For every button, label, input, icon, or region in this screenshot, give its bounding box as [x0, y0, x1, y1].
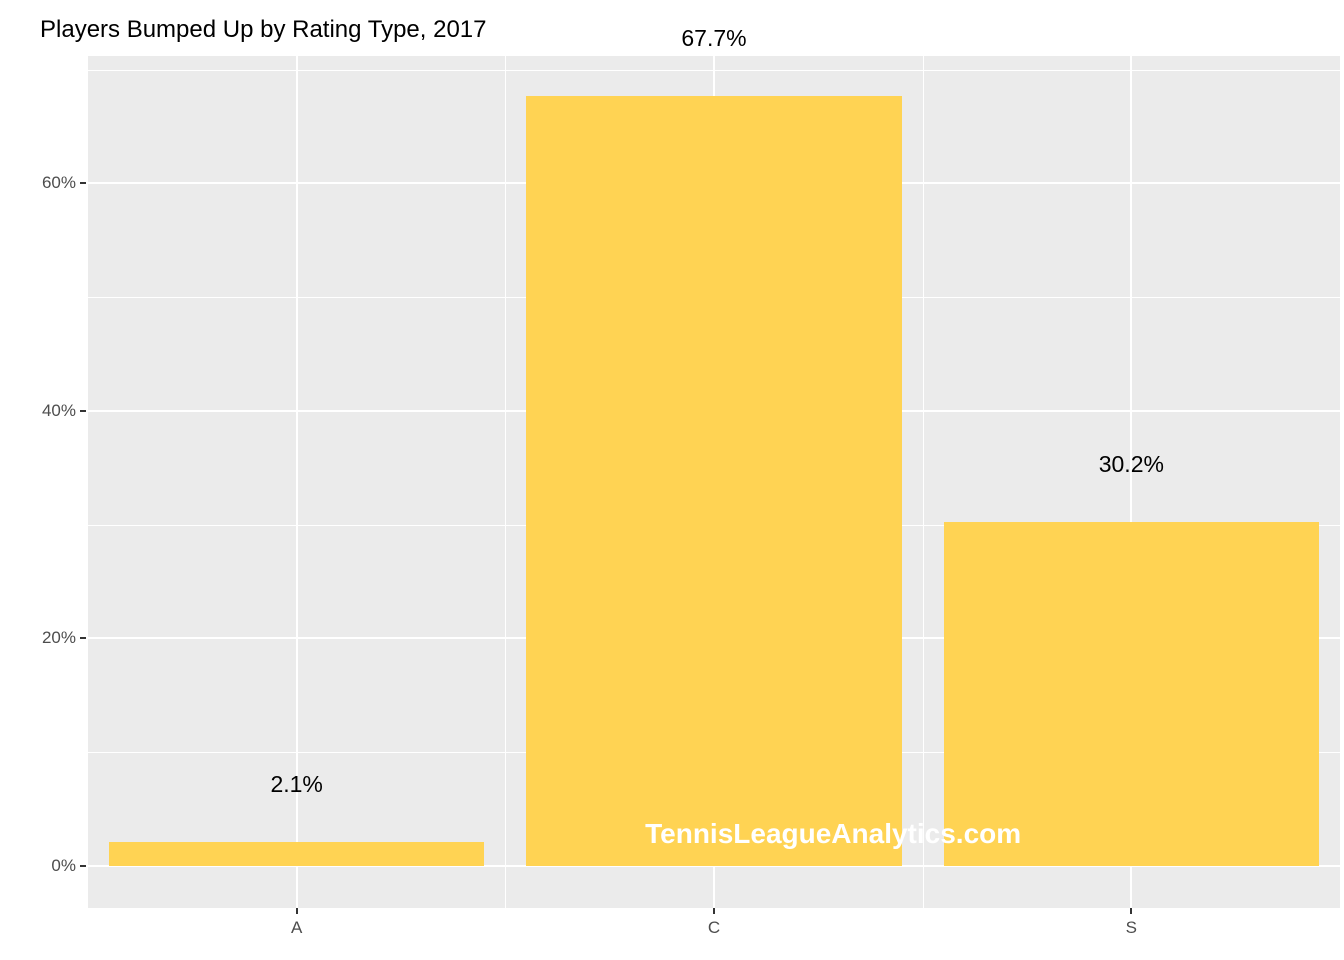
- x-tick-mark: [1130, 908, 1132, 914]
- watermark-text: TennisLeagueAnalytics.com: [645, 818, 1021, 850]
- bar: [109, 842, 485, 866]
- y-tick-mark: [80, 865, 86, 867]
- y-tick-label: 20%: [28, 628, 76, 648]
- x-tick-label: S: [1126, 918, 1137, 938]
- bar: [526, 96, 902, 866]
- chart-container: Players Bumped Up by Rating Type, 2017 0…: [0, 0, 1344, 960]
- gridline-x-minor: [923, 56, 924, 908]
- y-tick-mark: [80, 410, 86, 412]
- bar: [944, 522, 1320, 866]
- bar-value-label: 67.7%: [681, 25, 746, 52]
- gridline-x-minor: [505, 56, 506, 908]
- x-tick-mark: [296, 908, 298, 914]
- x-tick-label: C: [708, 918, 720, 938]
- x-tick-mark: [713, 908, 715, 914]
- y-tick-mark: [80, 182, 86, 184]
- bar-value-label: 30.2%: [1099, 452, 1164, 479]
- y-tick-label: 40%: [28, 401, 76, 421]
- y-tick-mark: [80, 637, 86, 639]
- y-tick-label: 60%: [28, 173, 76, 193]
- y-tick-label: 0%: [28, 856, 76, 876]
- bar-value-label: 2.1%: [270, 771, 322, 798]
- plot-area: 0%20%40%60%ACS2.1%67.7%30.2%TennisLeague…: [88, 56, 1340, 908]
- chart-title: Players Bumped Up by Rating Type, 2017: [40, 16, 486, 44]
- x-tick-label: A: [291, 918, 302, 938]
